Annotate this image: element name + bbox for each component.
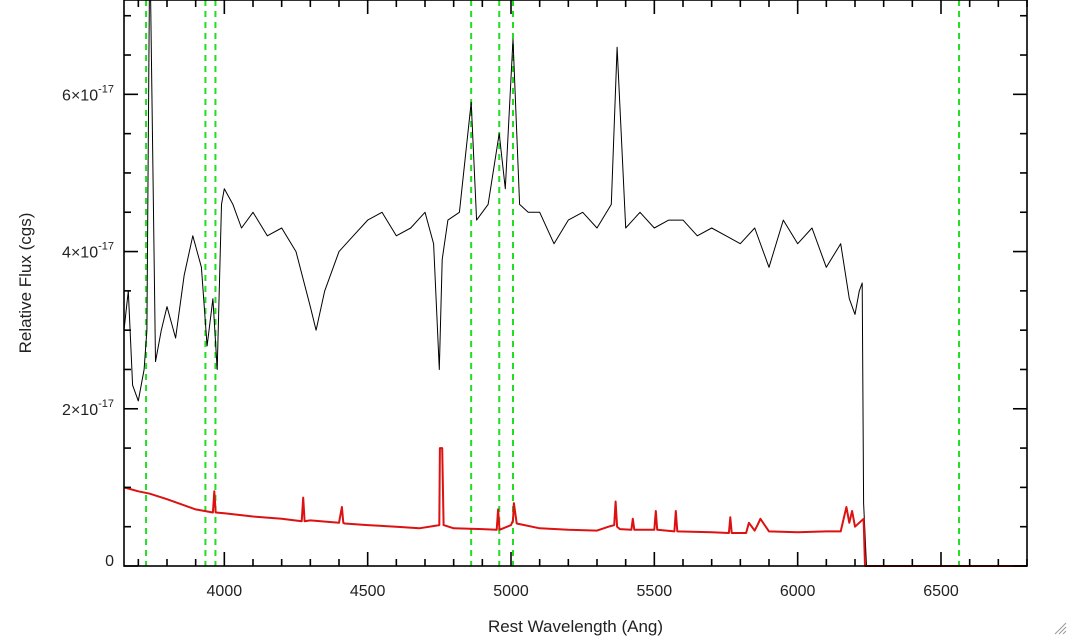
y-tick-label: 6×10-17 bbox=[62, 83, 114, 104]
resize-grip-icon[interactable] bbox=[1053, 621, 1067, 635]
error-spectrum-line bbox=[123, 447, 1027, 567]
y-tick-label: 2×10-17 bbox=[62, 398, 114, 419]
x-tick-label: 6000 bbox=[780, 583, 816, 600]
y-tick-label: 0 bbox=[105, 553, 114, 570]
flux-spectrum-line bbox=[123, 0, 867, 567]
spectrum-series bbox=[123, 0, 1027, 567]
x-tick-label: 4000 bbox=[207, 583, 243, 600]
x-tick-label: 4500 bbox=[350, 583, 386, 600]
y-axis-title: Relative Flux (cgs) bbox=[16, 213, 35, 354]
plot-frame bbox=[123, 0, 1028, 567]
x-axis-title: Rest Wavelength (Ang) bbox=[488, 617, 663, 636]
x-tick-label: 6500 bbox=[923, 583, 959, 600]
y-tick-labels: 0 2×10-17 4×10-17 6×10-17 bbox=[62, 83, 114, 570]
axis-ticks bbox=[124, 0, 1028, 567]
x-tick-label: 5500 bbox=[637, 583, 673, 600]
y-tick-label: 4×10-17 bbox=[62, 241, 114, 262]
reference-lines bbox=[145, 0, 961, 566]
x-tick-labels: 4000 4500 5000 5500 6000 6500 bbox=[207, 583, 959, 600]
x-tick-label: 5000 bbox=[493, 583, 529, 600]
